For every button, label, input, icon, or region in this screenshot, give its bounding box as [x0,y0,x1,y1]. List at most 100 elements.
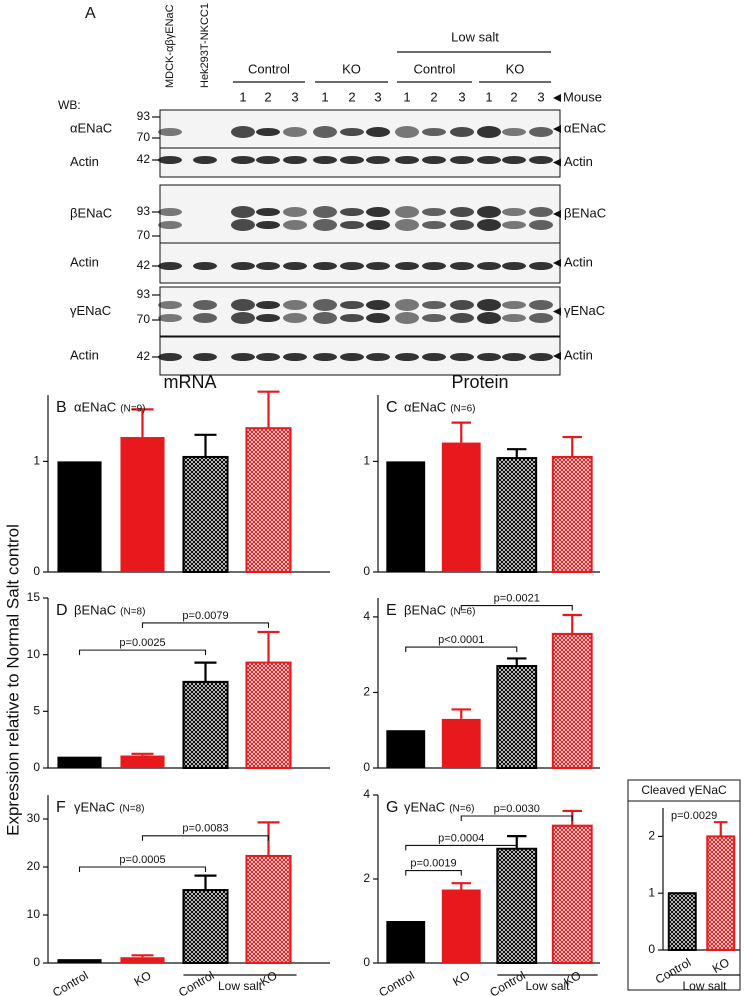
group-label: Low salt [218,979,263,993]
bar [551,455,593,574]
blot-band [395,156,419,164]
mouse-number: 2 [510,89,517,104]
p-value: p=0.0030 [494,803,540,815]
group-label: KO [342,61,361,76]
blot-band [395,126,419,138]
blot-band [477,353,501,361]
bar [496,457,538,573]
bar [245,661,292,769]
panel-label: D [56,602,68,619]
blot-band [340,301,364,309]
blot-band [366,300,390,310]
arrowhead [553,307,561,316]
arrowhead [553,94,561,102]
blot-band [529,313,553,323]
blot-band [193,262,217,270]
comparison-bracket [460,815,573,821]
blot-band [231,262,255,270]
panel-label: A [85,5,96,22]
blot-panel [159,242,561,284]
mw-marker: 42 [137,152,151,166]
y-tick-label: 1 [33,454,40,468]
blot-band [422,221,446,229]
blot-band [529,300,553,310]
group-label: Low salt [682,979,727,993]
blot-band [313,206,337,218]
blot-band [340,208,364,216]
chart-n: (N=6) [449,804,474,815]
arrowhead [553,125,561,133]
error-bar [507,448,527,459]
blot-band [158,128,182,136]
error-bar [507,657,527,666]
blot-band [502,156,526,164]
blot-band [231,312,255,324]
y-tick-label: 10 [27,907,41,921]
row-label: γENaC [70,303,111,318]
blot-band [450,127,474,137]
chart-title: βENaC [404,602,446,617]
p-value: p=0.0079 [182,610,228,622]
blot-band [340,262,364,270]
y-tick-label: 4 [363,787,370,801]
p-value: p<0.0001 [438,634,484,646]
bar [667,892,697,952]
blot-band [477,156,501,164]
bar [386,461,426,572]
p-value: p=0.0083 [182,823,228,835]
p-value: p=0.0019 [410,858,456,870]
arrowhead [553,259,561,267]
blot-band [313,353,337,361]
error-bar [194,661,217,682]
blot-band [477,206,501,218]
comparison-bracket [405,844,518,851]
blot-band [231,206,255,218]
blot-band [313,299,337,311]
error-bar [131,954,154,958]
chart-title: αENaC [74,399,116,414]
bar [496,847,538,965]
x-tick-label: KO [710,955,732,976]
blot-band [450,353,474,361]
blot-band [340,128,364,136]
error-bar [714,821,728,837]
comparison-bracket [405,870,462,876]
bar [441,442,481,572]
x-tick-label: KO [132,968,154,989]
mouse-label: Mouse [563,89,602,104]
error-bar [131,752,154,756]
blot-band [283,313,307,323]
blot-band [502,221,526,229]
error-bar [131,408,154,438]
bar [120,755,165,768]
blot-band [450,156,474,164]
bar [386,730,426,768]
blot-band [366,207,390,217]
blot-band [283,207,307,217]
x-tick-label: Control [176,968,217,996]
blot-band [283,353,307,361]
blot-panel [159,109,561,149]
blot-band [256,262,280,270]
lane-label: Hek293T-NKCC1 [199,3,211,88]
comparison-bracket [141,835,270,841]
blot-band [529,207,553,217]
row-arrow-label: Actin [564,254,593,269]
blot-band [529,220,553,230]
x-tick-label: Control [487,968,528,996]
blot-band [158,262,182,270]
error-bar [451,708,471,719]
y-tick-label: 0 [33,760,40,774]
y-tick-label: 0 [363,760,370,774]
blot-band [283,262,307,270]
blot-band [502,301,526,309]
blot-band [340,156,364,164]
bar [245,427,292,573]
mouse-number: 1 [403,89,410,104]
y-tick-label: 30 [27,811,41,825]
row-arrow-label: Actin [564,154,593,169]
p-value: p=0.0029 [671,810,717,822]
mw-marker: 42 [137,258,151,272]
